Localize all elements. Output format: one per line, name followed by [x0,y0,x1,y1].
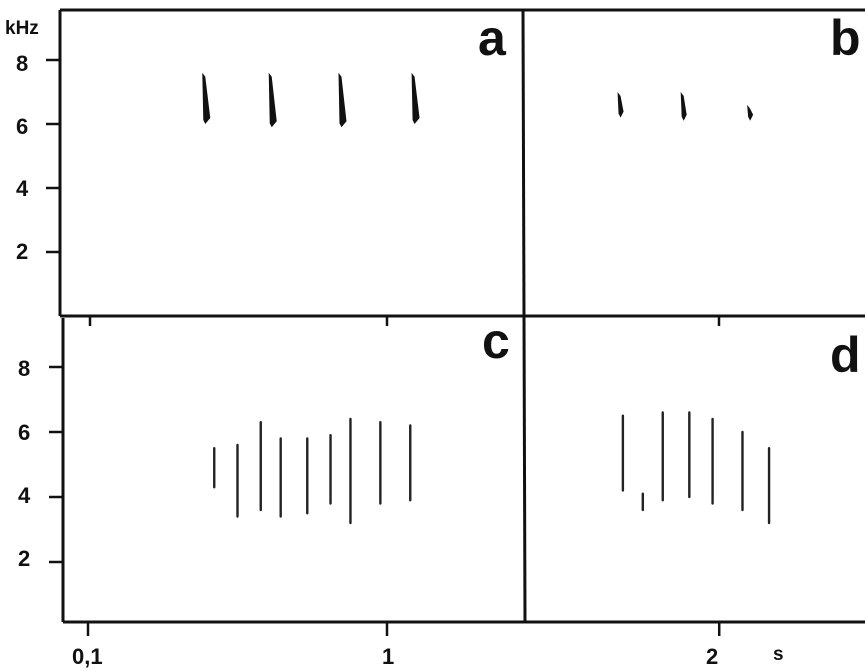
axis-ticks [46,58,721,636]
x-axis-unit: s [773,644,784,665]
note-b-2 [680,92,687,121]
panel-label-d: d [830,327,861,383]
note-marks [202,72,771,525]
x-tick-label-2: 2 [706,644,718,669]
y-tick-label-lower-6: 6 [18,420,30,445]
panel-label-b: b [830,10,861,66]
y-tick-label-lower-4: 4 [18,483,31,508]
y-tick-label-upper-6: 6 [16,114,28,139]
y-tick-label-upper-4: 4 [16,176,29,201]
y-axis-unit: kHz [5,18,39,39]
note-a-1 [202,72,211,124]
vertical-divider [521,9,527,623]
panel-label-a: a [478,10,507,66]
note-a-2 [268,72,277,128]
panel-label-c: c [482,313,510,369]
y-tick-label-upper-8: 8 [16,51,28,76]
y-tick-label-lower-2: 2 [18,546,30,571]
note-a-3 [338,72,347,128]
note-a-4 [411,72,420,124]
x-tick-label-1: 1 [382,644,394,669]
note-b-1 [617,92,624,118]
note-b-3 [747,104,754,121]
y-tick-label-lower-8: 8 [18,356,30,381]
y-tick-label-upper-2: 2 [16,239,28,264]
x-tick-label-0: 0,1 [72,644,103,669]
